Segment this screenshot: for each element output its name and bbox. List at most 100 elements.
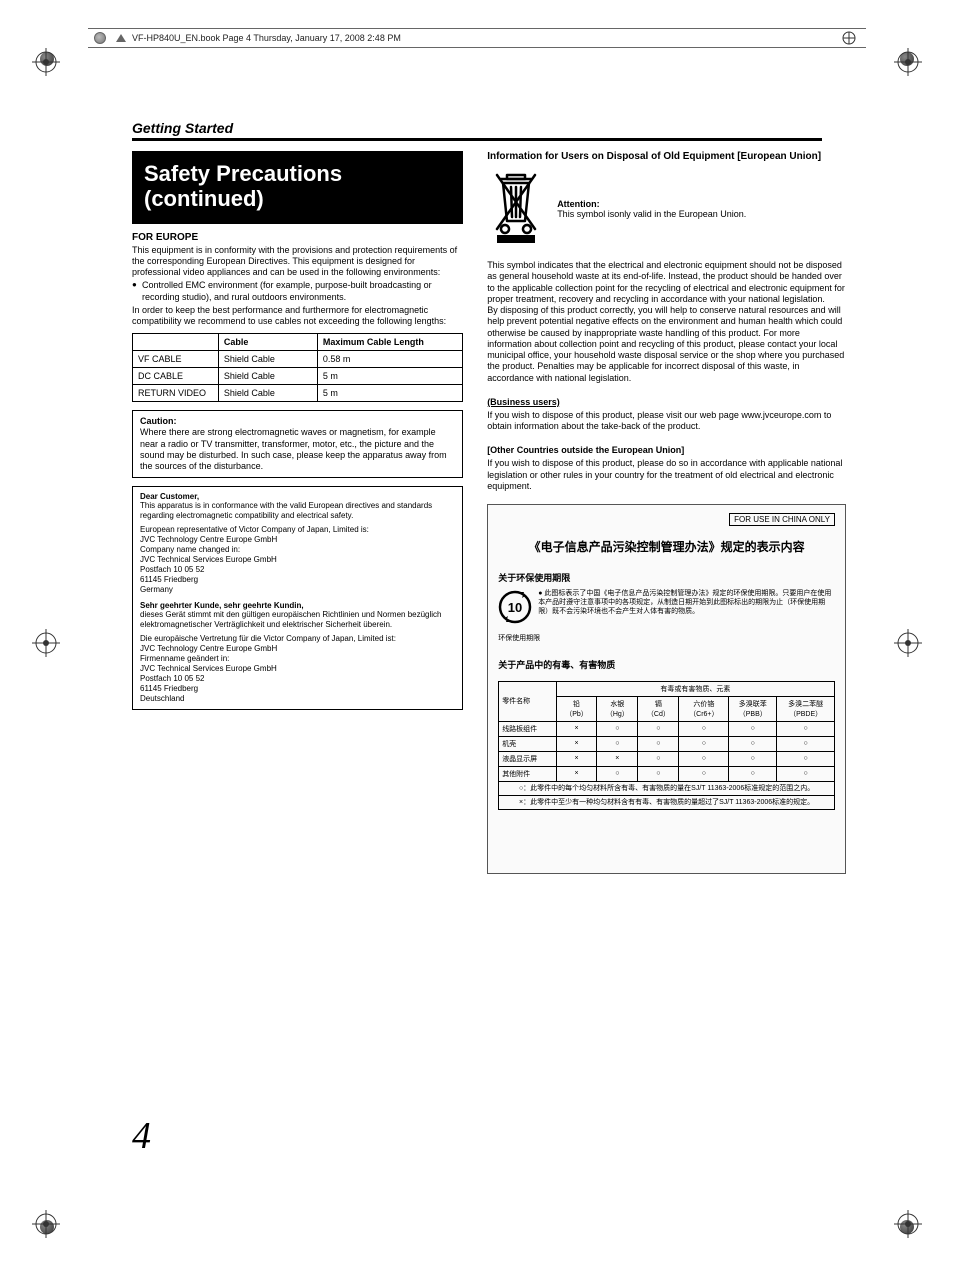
cable-cell: 5 m	[317, 385, 462, 402]
rohs-col: 水银（Hg）	[597, 696, 638, 721]
rohs-cell: ×	[556, 766, 597, 781]
title-line1: Safety Precautions	[144, 161, 342, 186]
crop-mark-icon	[32, 1210, 60, 1238]
framemaker-icon	[116, 34, 126, 42]
cable-cell: DC CABLE	[133, 368, 219, 385]
title-box: Safety Precautions (continued)	[132, 151, 463, 224]
rohs-cell: ○	[597, 766, 638, 781]
rohs-cell: ○	[729, 721, 777, 736]
rohs-cell: ×	[556, 751, 597, 766]
rohs-th-part: 零件名称	[499, 681, 557, 721]
china-sub1-foot: 环保使用期限	[498, 635, 835, 644]
framemaker-icon	[94, 32, 106, 44]
rohs-cell: 液晶显示屏	[499, 751, 557, 766]
rohs-cell: 线路板组件	[499, 721, 557, 736]
rohs-th-group: 有毒或有害物质、元素	[556, 681, 834, 696]
cable-table: Cable Maximum Cable Length VF CABLEShiel…	[132, 333, 463, 402]
rohs-cell: ○	[597, 721, 638, 736]
attention-label: Attention:	[557, 199, 600, 209]
china-section: FOR USE IN CHINA ONLY 《电子信息产品污染控制管理办法》规定…	[487, 504, 846, 874]
rohs-cell: ○	[638, 721, 679, 736]
page-number: 4	[132, 1114, 151, 1158]
rohs-cell: ○	[729, 736, 777, 751]
page: VF-HP840U_EN.book Page 4 Thursday, Janua…	[0, 0, 954, 1286]
crop-mark-icon	[894, 629, 922, 657]
dear-p2: European representative of Victor Compan…	[140, 525, 455, 535]
rohs-cell: ○	[679, 751, 729, 766]
cable-cell: Shield Cable	[218, 385, 317, 402]
rohs-cell: ×	[597, 751, 638, 766]
crop-mark-icon	[32, 629, 60, 657]
china-sub2: 关于产品中的有毒、有害物质	[498, 658, 835, 671]
dear-addr-de: JVC Technology Centre Europe GmbH Firmen…	[140, 644, 455, 704]
dear-title-de: Sehr geehrter Kunde, sehr geehrte Kundin…	[140, 601, 455, 610]
rohs-cell: ○	[679, 766, 729, 781]
rohs-col: 多溴二苯醚（PBDE）	[777, 696, 835, 721]
attention-block: Attention: This symbol isonly valid in t…	[557, 199, 746, 219]
header-strip: VF-HP840U_EN.book Page 4 Thursday, Janua…	[88, 28, 866, 48]
dear-p2-de: Die europäische Vertretung für die Victo…	[140, 634, 455, 644]
cable-cell: Shield Cable	[218, 368, 317, 385]
caution-body: Where there are strong electromagnetic w…	[140, 427, 455, 472]
title-line2: (continued)	[144, 186, 264, 211]
china-title: 《电子信息产品污染控制管理办法》规定的表示内容	[498, 538, 835, 555]
rohs-col: 铅（Pb）	[556, 696, 597, 721]
rohs-cell: ○	[597, 736, 638, 751]
rohs-cell: ○	[777, 751, 835, 766]
rohs-cell: ×	[556, 721, 597, 736]
europe-bullet: Controlled EMC environment (for example,…	[132, 280, 463, 303]
rohs-note-x: ×：此零件中至少有一种均匀材料含有有毒、有害物质的量超过了SJ/T 11363-…	[499, 795, 835, 809]
europe-bullets: Controlled EMC environment (for example,…	[132, 280, 463, 303]
rohs-cell: ○	[638, 736, 679, 751]
rohs-cell: ○	[638, 751, 679, 766]
other-body: If you wish to dispose of this product, …	[487, 458, 846, 492]
content-area: Getting Started Safety Precautions (cont…	[132, 120, 822, 1186]
cable-cell: Shield Cable	[218, 351, 317, 368]
disposal-heading: Information for Users on Disposal of Old…	[487, 151, 846, 163]
rohs-cell: 机壳	[499, 736, 557, 751]
rohs-cell: ○	[777, 721, 835, 736]
business-body: If you wish to dispose of this product, …	[487, 410, 846, 433]
disposal-p1: This symbol indicates that the electrica…	[487, 260, 846, 305]
rohs-cell: ○	[777, 766, 835, 781]
rohs-cell: ○	[679, 721, 729, 736]
rohs-cell: ○	[638, 766, 679, 781]
rohs-table: 零件名称 有毒或有害物质、元素 铅（Pb）水银（Hg）镉（Cd）六价铬（Cr6+…	[498, 681, 835, 810]
rohs-cell: ○	[729, 766, 777, 781]
attention-body: This symbol isonly valid in the European…	[557, 209, 746, 219]
rohs-cell: ○	[729, 751, 777, 766]
dear-title: Dear Customer,	[140, 492, 455, 501]
china-use-label: FOR USE IN CHINA ONLY	[729, 513, 835, 526]
china-sub1: 关于环保使用期限	[498, 571, 835, 584]
header-strip-text: VF-HP840U_EN.book Page 4 Thursday, Janua…	[132, 33, 401, 43]
crop-mark-icon	[894, 1210, 922, 1238]
europe-body2: In order to keep the best performance an…	[132, 305, 463, 328]
cable-th: Cable	[218, 334, 317, 351]
framemaker-icon	[842, 31, 860, 45]
other-head: [Other Countries outside the European Un…	[487, 445, 684, 455]
efup-badge-icon: 10	[498, 590, 532, 629]
left-column: Safety Precautions (continued) FOR EUROP…	[132, 151, 463, 874]
dear-addr: JVC Technology Centre Europe GmbH Compan…	[140, 535, 455, 595]
crop-mark-icon	[894, 48, 922, 76]
weee-icon	[487, 169, 545, 252]
section-title: Getting Started	[132, 120, 822, 136]
right-column: Information for Users on Disposal of Old…	[487, 151, 846, 874]
cable-th: Maximum Cable Length	[317, 334, 462, 351]
dear-p1-de: dieses Gerät stimmt mit den gültigen eur…	[140, 610, 455, 630]
section-rule	[132, 138, 822, 141]
cable-cell: VF CABLE	[133, 351, 219, 368]
caution-title: Caution:	[140, 416, 455, 426]
cable-th	[133, 334, 219, 351]
disposal-p2: By disposing of this product correctly, …	[487, 305, 846, 384]
rohs-cell: 其他附件	[499, 766, 557, 781]
rohs-cell: ○	[777, 736, 835, 751]
rohs-note-o: ○：此零件中的每个均匀材料所含有毒、有害物质的量在SJ/T 11363-2006…	[499, 781, 835, 795]
rohs-col: 多溴联苯（PBB）	[729, 696, 777, 721]
business-head: (Business users)	[487, 397, 560, 407]
cable-cell: 0.58 m	[317, 351, 462, 368]
svg-text:10: 10	[508, 600, 522, 615]
europe-body1: This equipment is in conformity with the…	[132, 245, 463, 279]
rohs-cell: ○	[679, 736, 729, 751]
cable-cell: RETURN VIDEO	[133, 385, 219, 402]
